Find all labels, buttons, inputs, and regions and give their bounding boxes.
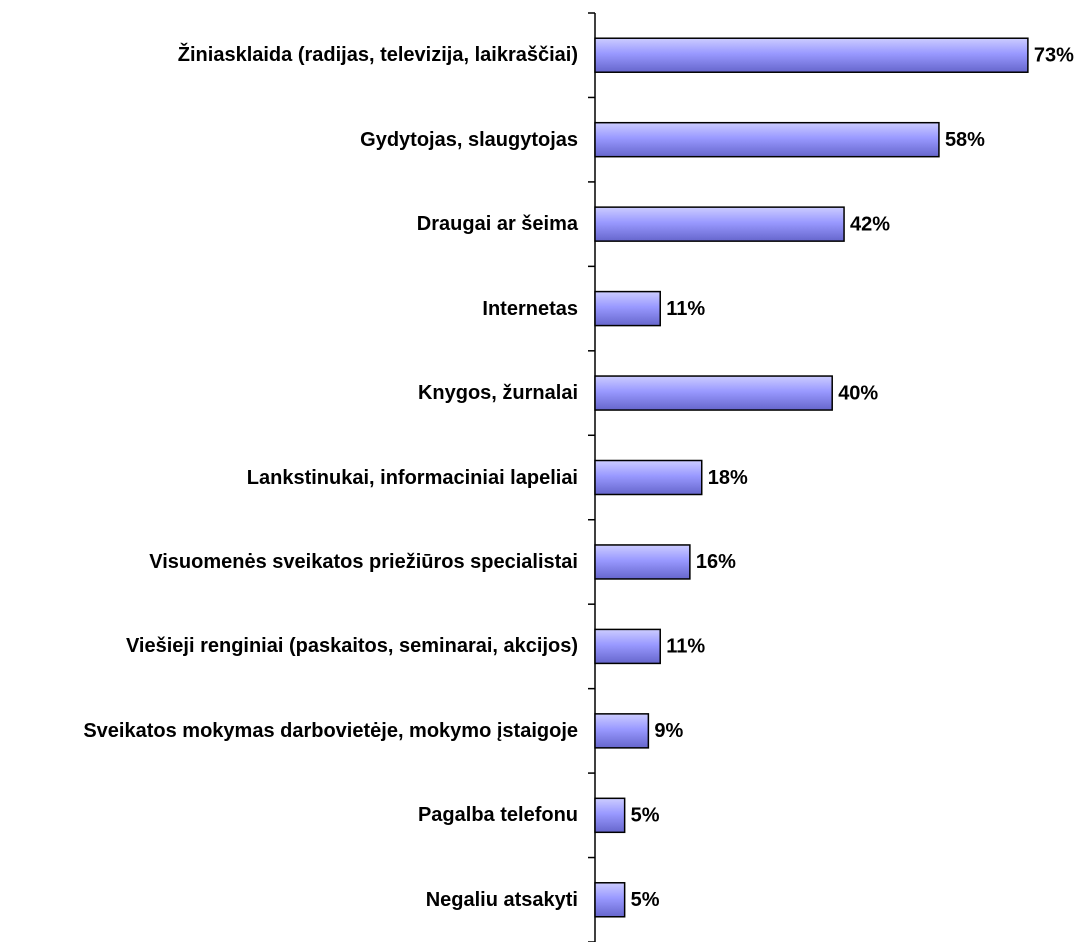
- bar: [594, 544, 691, 580]
- category-label-box: Internetas: [482, 296, 578, 322]
- value-label: 73%: [1034, 45, 1074, 67]
- value-label: 5%: [631, 889, 660, 911]
- category-label-box: Žiniasklaida (radijas, televizija, laikr…: [178, 42, 578, 68]
- category-label-box: Lankstinukai, informaciniai lapeliai: [247, 465, 578, 491]
- category-label: Visuomenės sveikatos priežiūros speciali…: [149, 550, 578, 573]
- category-label-box: Draugai ar šeima: [417, 211, 578, 237]
- category-label-box: Pagalba telefonu: [418, 802, 578, 828]
- category-label: Pagalba telefonu: [417, 804, 578, 827]
- bar: [594, 290, 661, 327]
- category-label: Internetas: [482, 297, 578, 320]
- bar: [594, 713, 650, 749]
- category-label: Gydytojas, slaugytojas: [360, 128, 578, 151]
- category-label: Draugai ar šeima: [416, 213, 578, 236]
- category-label-box: Gydytojas, slaugytojas: [360, 127, 578, 153]
- bar: [594, 459, 703, 496]
- category-label-box: Visuomenės sveikatos priežiūros speciali…: [149, 549, 578, 575]
- value-label: 58%: [945, 129, 985, 151]
- bar: [594, 37, 1029, 73]
- bar: [594, 797, 626, 834]
- category-label: Žiniasklaida (radijas, televizija, laikr…: [177, 44, 578, 67]
- value-label: 16%: [696, 551, 736, 573]
- category-label-box: Viešieji renginiai (paskaitos, seminarai…: [126, 633, 578, 659]
- bar: [594, 206, 845, 242]
- category-label: Knygos, žurnalai: [417, 382, 578, 405]
- bar: [594, 121, 940, 158]
- value-label: 18%: [708, 467, 748, 489]
- category-label: Viešieji renginiai (paskaitos, seminarai…: [125, 635, 578, 658]
- bar: [594, 375, 833, 411]
- category-label: Lankstinukai, informaciniai lapeliai: [246, 466, 578, 489]
- category-label: Sveikatos mokymas darbovietėje, mokymo į…: [83, 719, 578, 742]
- bar: [594, 882, 626, 918]
- category-label-box: Sveikatos mokymas darbovietėje, mokymo į…: [83, 718, 578, 744]
- value-label: 5%: [631, 805, 660, 827]
- bar: [594, 628, 661, 665]
- value-label: 11%: [666, 298, 705, 320]
- value-label: 42%: [850, 213, 890, 235]
- value-label: 9%: [654, 720, 683, 742]
- category-label: Negaliu atsakyti: [425, 888, 578, 911]
- value-label: 11%: [666, 636, 705, 658]
- category-label-box: Knygos, žurnalai: [418, 380, 578, 406]
- category-label-box: Negaliu atsakyti: [426, 887, 578, 913]
- value-label: 40%: [838, 382, 878, 404]
